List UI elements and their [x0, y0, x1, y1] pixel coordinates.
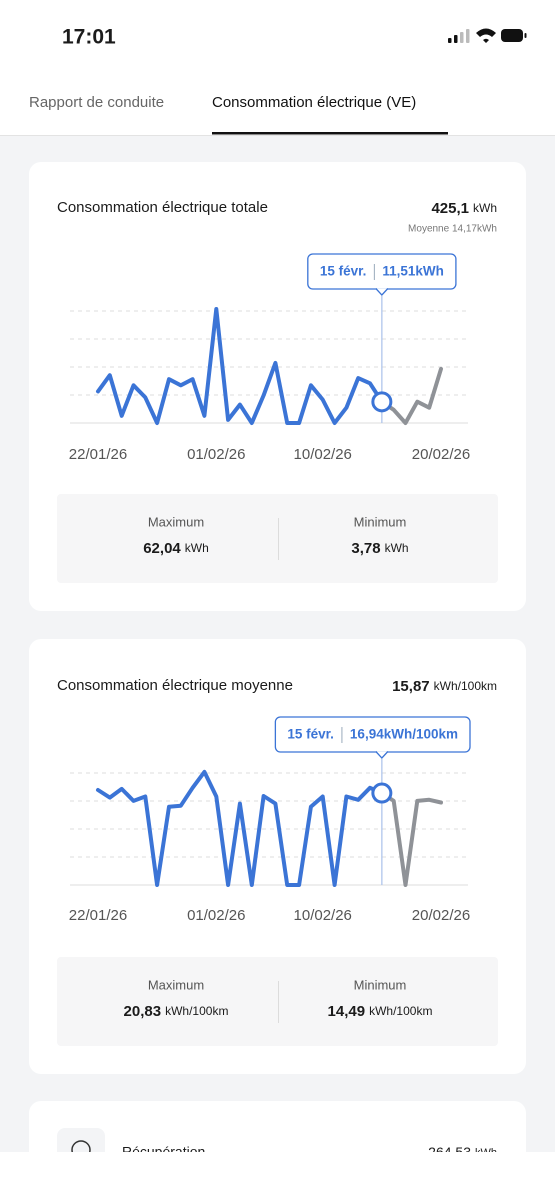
- status-icons: [448, 28, 527, 43]
- header-bg: [0, 0, 555, 136]
- stat-number: 20,83: [124, 1003, 162, 1020]
- stat-unit: kWh/100km: [369, 1004, 432, 1018]
- tab-underline: [212, 132, 448, 135]
- stat-unit: kWh/100km: [165, 1004, 228, 1018]
- tooltip-tail: [375, 751, 389, 759]
- tooltip-sep: [373, 264, 375, 280]
- tooltip-date: 15 févr.: [287, 727, 334, 742]
- line: [96, 769, 384, 887]
- card-total: 425,1 kWh: [431, 200, 497, 217]
- x-tick-label: 22/01/26: [69, 446, 127, 463]
- x-tick-label: 22/01/26: [69, 907, 127, 924]
- selected-point: [371, 782, 393, 804]
- x-tick-label: 10/02/26: [294, 446, 352, 463]
- x-tick-label: 01/02/26: [187, 907, 245, 924]
- stats-box: [57, 494, 498, 583]
- stat-label: Minimum: [354, 977, 407, 992]
- stat-unit: kWh: [385, 541, 409, 555]
- stat-label: Maximum: [148, 977, 204, 992]
- tooltip-value: 11,51kWh: [382, 264, 444, 279]
- status-time: 17:01: [62, 26, 116, 49]
- card-subtitle: Moyenne 14,17kWh: [408, 224, 497, 235]
- line-future: [379, 366, 443, 425]
- stat-label: Maximum: [148, 514, 204, 529]
- total-value: 425,1: [431, 200, 469, 217]
- x-tick-label: 01/02/26: [187, 446, 245, 463]
- line: [96, 307, 384, 425]
- total-value: 15,87: [392, 678, 430, 695]
- stat-value: 62,04 kWh: [143, 540, 209, 557]
- line-future: [379, 791, 443, 887]
- card-title: Consommation électrique moyenne: [57, 677, 293, 694]
- tooltip: 15 févr. 16,94kWh/100km: [274, 716, 471, 759]
- tab[interactable]: Rapport de conduite: [29, 94, 164, 111]
- tooltip: 15 févr. 11,51kWh: [307, 253, 457, 296]
- stat-number: 3,78: [351, 540, 380, 557]
- selected-point: [371, 391, 393, 413]
- stats-divider: [278, 981, 279, 1023]
- tooltip-tail: [375, 288, 389, 296]
- stat-value: 20,83 kWh/100km: [124, 1003, 229, 1020]
- tooltip-sep: [341, 727, 343, 743]
- tooltip-box: [274, 716, 471, 753]
- total-unit: kWh: [473, 201, 497, 215]
- card-title: Consommation électrique totale: [57, 199, 268, 216]
- tab-separator: [0, 135, 555, 136]
- card-total: 15,87 kWh/100km: [392, 678, 497, 695]
- stats-box: [57, 957, 498, 1046]
- stat-value: 14,49 kWh/100km: [328, 1003, 433, 1020]
- tooltip-value: 16,94kWh/100km: [350, 727, 458, 742]
- stat-label: Minimum: [354, 514, 407, 529]
- total-unit: kWh/100km: [434, 679, 497, 693]
- x-tick-label: 20/02/26: [412, 907, 470, 924]
- tab-active[interactable]: Consommation électrique (VE): [212, 94, 416, 111]
- tooltip-date: 15 févr.: [320, 264, 367, 279]
- stat-number: 62,04: [143, 540, 181, 557]
- stat-value: 3,78 kWh: [351, 540, 408, 557]
- stats-divider: [278, 518, 279, 560]
- x-tick-label: 20/02/26: [412, 446, 470, 463]
- stat-number: 14,49: [328, 1003, 366, 1020]
- x-tick-label: 10/02/26: [294, 907, 352, 924]
- stat-unit: kWh: [185, 541, 209, 555]
- bottom-mask: [0, 1152, 555, 1200]
